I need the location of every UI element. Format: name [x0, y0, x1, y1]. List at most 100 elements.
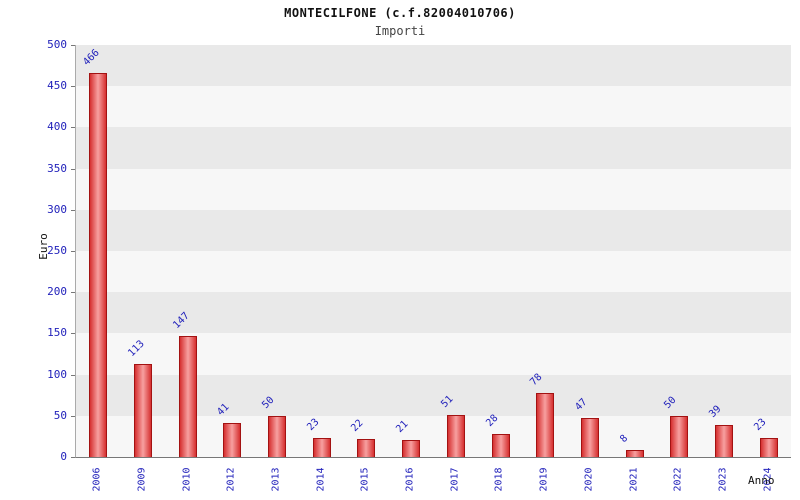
y-tick-label: 200 — [47, 285, 67, 299]
y-tick-label: 300 — [47, 202, 67, 216]
bar-column: 21 — [389, 45, 434, 457]
bar — [625, 450, 644, 457]
x-tick-label: 2021 — [628, 467, 640, 492]
background-band — [76, 209, 791, 251]
x-tick-label: 2019 — [538, 467, 550, 492]
bar-column: 8 — [612, 45, 657, 457]
y-tick-mark — [71, 127, 75, 129]
y-tick-label: 0 — [60, 450, 67, 463]
background-band — [76, 45, 791, 87]
bar-value-label: 21 — [394, 418, 411, 435]
x-tick-label: 2012 — [225, 467, 237, 492]
y-tick-label: 400 — [47, 120, 67, 134]
x-tick-cell: 2012 — [209, 460, 254, 500]
y-tick-mark — [71, 374, 75, 376]
background-band — [76, 251, 791, 293]
bar — [670, 416, 689, 457]
y-tick-label: 450 — [47, 79, 67, 93]
bar-column: 466 — [76, 45, 121, 457]
bar — [580, 418, 599, 457]
y-tick-label: 500 — [47, 38, 67, 51]
y-tick-mark — [71, 86, 75, 88]
x-tick-cell: 2014 — [298, 460, 343, 500]
bar-value-label: 39 — [707, 403, 724, 420]
chart-title: MONTECILFONE (c.f.82004010706) — [284, 6, 516, 20]
bar-value-label: 23 — [305, 416, 322, 433]
bar-column: 51 — [434, 45, 479, 457]
x-tick-label: 2020 — [583, 467, 595, 492]
bar-value-label: 22 — [349, 417, 366, 434]
bar-value-label: 50 — [662, 394, 679, 411]
bar-column: 78 — [523, 45, 568, 457]
x-axis-label: Anno — [748, 474, 775, 487]
x-tick-cell: 2006 — [75, 460, 120, 500]
bars-container: 466 113 147 41 50 23 22 21 51 28 78 47 8 50 39 23 — [76, 45, 791, 457]
bar — [312, 438, 331, 457]
bar-column: 50 — [255, 45, 300, 457]
bar — [223, 423, 242, 457]
bar-column: 23 — [299, 45, 344, 457]
x-tick-cell: 2010 — [164, 460, 209, 500]
background-band — [76, 127, 791, 169]
y-tick-mark — [71, 457, 75, 458]
chart-subtitle: Importi — [374, 24, 426, 38]
bar-column: 50 — [657, 45, 702, 457]
y-tick-mark — [71, 209, 75, 211]
x-tick-cell: 2022 — [656, 460, 701, 500]
y-tick-label: 250 — [47, 244, 67, 257]
y-tick-label: 50 — [53, 408, 67, 422]
x-tick-label: 2016 — [404, 467, 416, 492]
bar-value-label: 23 — [751, 416, 769, 433]
y-tick-label: 350 — [47, 161, 67, 175]
x-tick-cell: 2021 — [611, 460, 656, 500]
x-tick-cell: 2015 — [343, 460, 388, 500]
bar-value-label: 466 — [81, 47, 103, 68]
bar — [134, 364, 153, 457]
x-tick-label: 2010 — [181, 467, 193, 492]
x-tick-label: 2006 — [91, 467, 103, 492]
bar — [268, 416, 287, 457]
bar-value-label: 78 — [528, 371, 545, 388]
bar — [536, 393, 555, 457]
y-tick-mark — [71, 251, 75, 252]
bar — [759, 438, 778, 457]
x-axis-ticks: 2006 2009 2010 2012 2013 2014 2015 2016 2017 2018… — [75, 460, 790, 500]
bar-column: 23 — [746, 45, 791, 457]
bar-column: 22 — [344, 45, 389, 457]
bar-value-label: 28 — [483, 412, 501, 429]
y-tick-mark — [71, 168, 75, 170]
bar-value-label: 113 — [126, 338, 147, 359]
y-tick-label: 150 — [47, 326, 67, 340]
bar-column: 39 — [702, 45, 747, 457]
x-tick-cell: 2019 — [522, 460, 567, 500]
bar-value-label: 50 — [260, 394, 277, 411]
x-tick-cell: 2013 — [254, 460, 299, 500]
bar-column: 28 — [478, 45, 523, 457]
y-tick-mark — [71, 45, 75, 46]
bar-column: 113 — [121, 45, 166, 457]
x-tick-label: 2023 — [717, 467, 729, 492]
x-tick-cell: 2020 — [567, 460, 612, 500]
y-tick-label: 100 — [47, 367, 67, 381]
x-tick-cell: 2009 — [120, 460, 165, 500]
bar-column: 47 — [568, 45, 613, 457]
bar — [714, 425, 733, 457]
x-tick-label: 2017 — [449, 467, 461, 492]
bar — [491, 434, 510, 457]
bar-value-label: 51 — [439, 393, 456, 410]
x-tick-label: 2018 — [494, 467, 506, 492]
y-tick-mark — [71, 333, 75, 335]
bar — [402, 440, 421, 457]
x-tick-label: 2009 — [136, 467, 148, 492]
bar-value-label: 147 — [170, 310, 192, 331]
plot-area: 466 113 147 41 50 23 22 21 51 28 78 47 8 50 39 23 — [75, 45, 791, 458]
bar — [89, 73, 108, 457]
bar-value-label: 41 — [215, 401, 232, 418]
bar-column: 41 — [210, 45, 255, 457]
bar — [357, 439, 376, 457]
x-tick-cell: 2023 — [701, 460, 746, 500]
x-tick-cell: 2016 — [388, 460, 433, 500]
background-band — [76, 168, 791, 210]
x-tick-label: 2014 — [315, 467, 327, 492]
